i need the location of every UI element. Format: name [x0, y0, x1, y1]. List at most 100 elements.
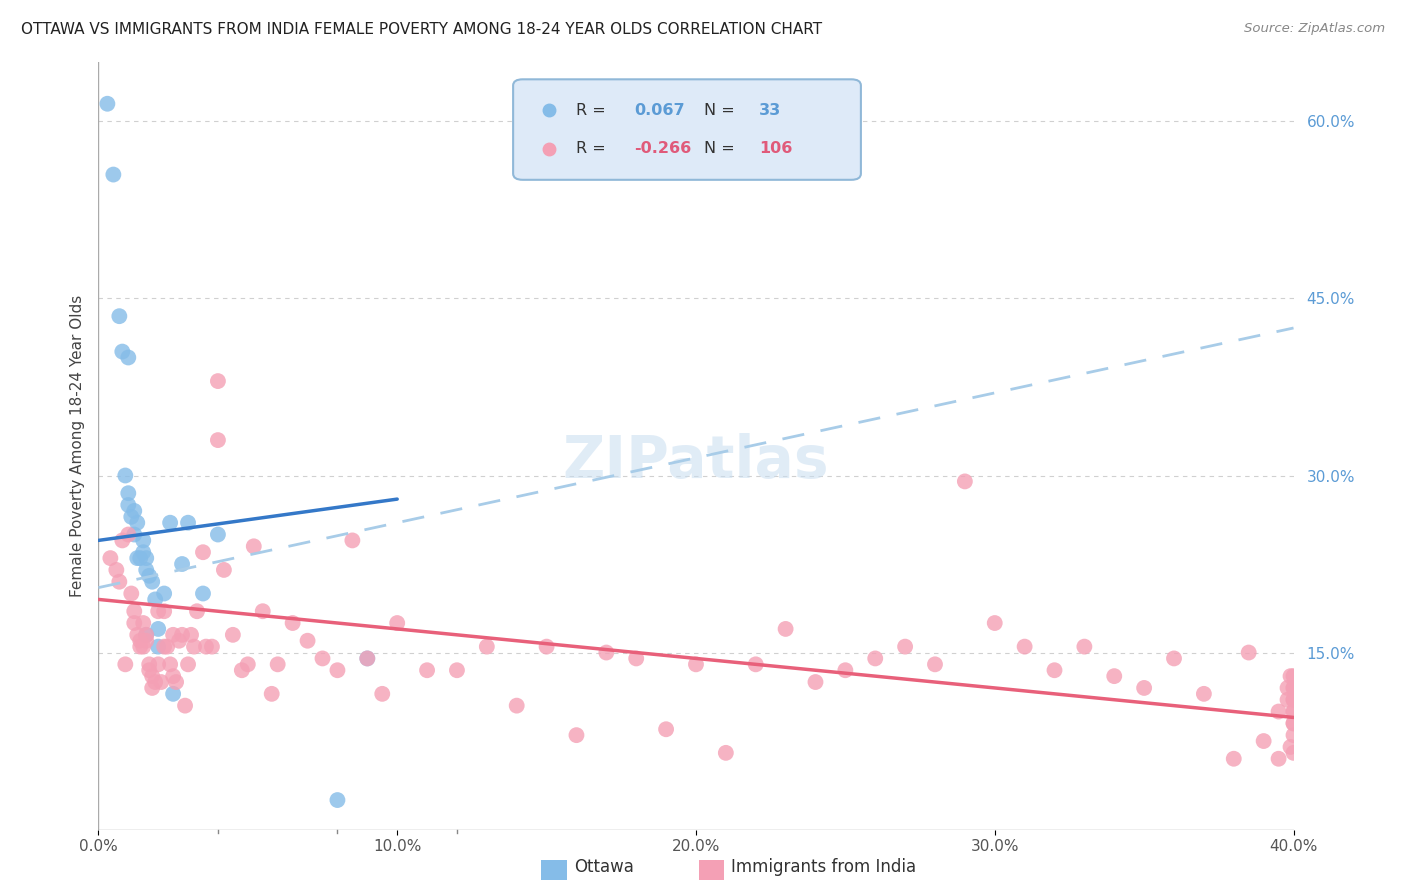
Immigrants from India: [1279, 739, 1302, 754]
Immigrants from India: [745, 657, 768, 672]
Immigrants from India: [191, 545, 214, 559]
Ottawa: [138, 569, 160, 583]
Immigrants from India: [1223, 752, 1246, 766]
Immigrants from India: [1282, 705, 1305, 719]
Immigrants from India: [186, 604, 208, 618]
Immigrants from India: [138, 663, 160, 677]
Immigrants from India: [1043, 663, 1066, 677]
Immigrants from India: [132, 640, 155, 654]
Immigrants from India: [148, 604, 170, 618]
Ottawa: [117, 486, 139, 500]
Immigrants from India: [127, 628, 149, 642]
Ottawa: [117, 498, 139, 512]
Immigrants from India: [1282, 669, 1305, 683]
Immigrants from India: [98, 551, 122, 566]
Immigrants from India: [114, 657, 136, 672]
Immigrants from India: [150, 675, 173, 690]
Text: N =: N =: [704, 142, 735, 156]
Immigrants from India: [385, 615, 409, 630]
Ottawa: [111, 344, 134, 359]
Immigrants from India: [565, 728, 588, 742]
Immigrants from India: [1277, 681, 1299, 695]
Immigrants from India: [153, 640, 176, 654]
Immigrants from India: [167, 633, 190, 648]
Immigrants from India: [1163, 651, 1185, 665]
Immigrants from India: [1282, 692, 1305, 706]
Immigrants from India: [834, 663, 856, 677]
Immigrants from India: [222, 628, 245, 642]
Text: Source: ZipAtlas.com: Source: ZipAtlas.com: [1244, 22, 1385, 36]
Ottawa: [148, 640, 170, 654]
Immigrants from India: [416, 663, 439, 677]
Immigrants from India: [342, 533, 364, 548]
Immigrants from India: [1253, 734, 1275, 748]
Immigrants from India: [207, 433, 229, 447]
Ottawa: [124, 527, 146, 541]
Immigrants from India: [252, 604, 274, 618]
Immigrants from India: [595, 646, 617, 660]
Immigrants from India: [183, 640, 205, 654]
Immigrants from India: [1282, 681, 1305, 695]
Ottawa: [159, 516, 181, 530]
Immigrants from India: [685, 657, 707, 672]
Ottawa: [356, 651, 378, 665]
Ottawa: [132, 533, 155, 548]
Ottawa: [207, 527, 229, 541]
Ottawa: [191, 586, 214, 600]
Immigrants from India: [159, 657, 181, 672]
Immigrants from India: [165, 675, 187, 690]
Immigrants from India: [172, 628, 194, 642]
Immigrants from India: [356, 651, 378, 665]
Text: -0.266: -0.266: [634, 142, 692, 156]
Immigrants from India: [1282, 705, 1305, 719]
Immigrants from India: [260, 687, 283, 701]
Text: R =: R =: [576, 103, 606, 118]
Immigrants from India: [1192, 687, 1215, 701]
Immigrants from India: [924, 657, 946, 672]
Immigrants from India: [1267, 752, 1289, 766]
Immigrants from India: [1282, 716, 1305, 731]
Ottawa: [153, 586, 176, 600]
Ottawa: [135, 563, 157, 577]
Immigrants from India: [129, 633, 152, 648]
Immigrants from India: [174, 698, 197, 713]
Immigrants from India: [236, 657, 259, 672]
Immigrants from India: [1279, 669, 1302, 683]
Immigrants from India: [162, 628, 184, 642]
Immigrants from India: [124, 615, 146, 630]
Immigrants from India: [1282, 716, 1305, 731]
Immigrants from India: [231, 663, 253, 677]
Ottawa: [326, 793, 349, 807]
Ottawa: [143, 592, 166, 607]
Immigrants from India: [1282, 746, 1305, 760]
Ottawa: [127, 551, 149, 566]
Text: ZIPatlas: ZIPatlas: [562, 433, 830, 490]
Immigrants from India: [153, 604, 176, 618]
Immigrants from India: [371, 687, 394, 701]
Immigrants from India: [984, 615, 1007, 630]
Text: OTTAWA VS IMMIGRANTS FROM INDIA FEMALE POVERTY AMONG 18-24 YEAR OLDS CORRELATION: OTTAWA VS IMMIGRANTS FROM INDIA FEMALE P…: [21, 22, 823, 37]
Ottawa: [177, 516, 200, 530]
Ottawa: [120, 509, 142, 524]
Immigrants from India: [108, 574, 131, 589]
Ottawa: [114, 468, 136, 483]
Immigrants from India: [655, 723, 678, 737]
Immigrants from India: [177, 657, 200, 672]
Text: R =: R =: [576, 142, 606, 156]
Immigrants from India: [156, 640, 179, 654]
Immigrants from India: [1073, 640, 1095, 654]
Text: Ottawa: Ottawa: [574, 858, 634, 876]
Ottawa: [172, 557, 194, 571]
Ottawa: [162, 687, 184, 701]
Immigrants from India: [506, 698, 529, 713]
Immigrants from India: [207, 374, 229, 388]
Immigrants from India: [180, 628, 202, 642]
Immigrants from India: [775, 622, 797, 636]
Immigrants from India: [138, 657, 160, 672]
Immigrants from India: [132, 615, 155, 630]
Immigrants from India: [326, 663, 349, 677]
Ottawa: [132, 545, 155, 559]
Immigrants from India: [536, 640, 558, 654]
Text: N =: N =: [704, 103, 735, 118]
Immigrants from India: [953, 475, 976, 489]
